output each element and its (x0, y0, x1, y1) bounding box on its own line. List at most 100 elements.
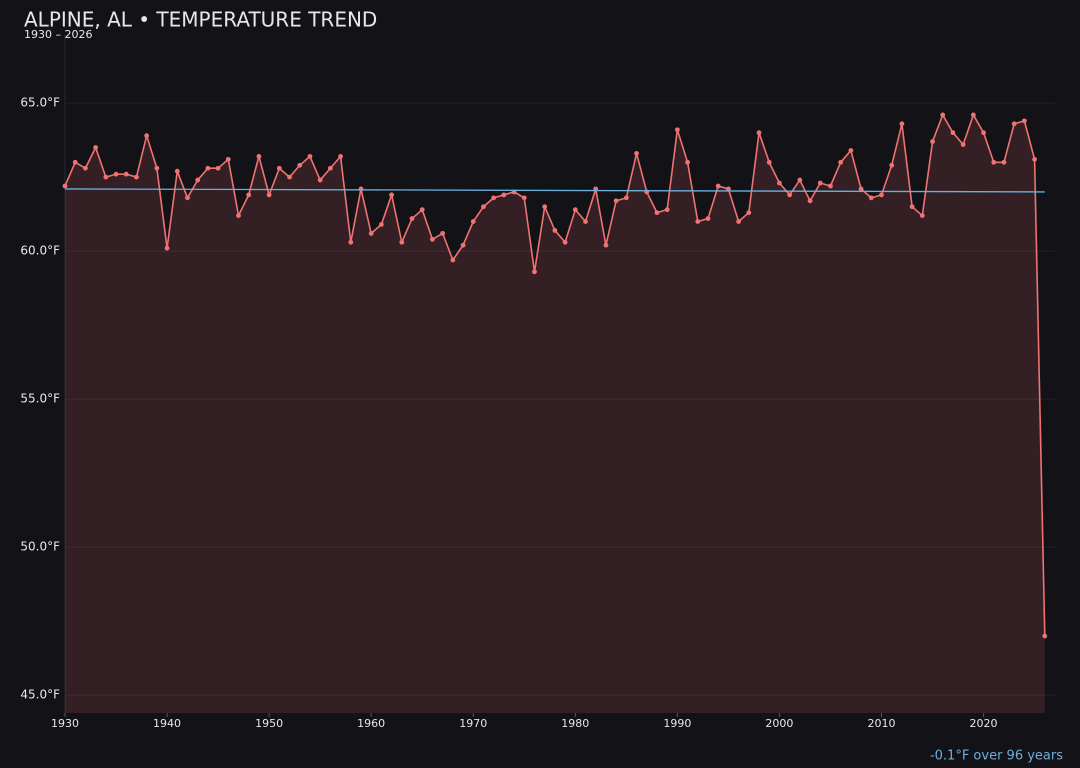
point (174, 168, 180, 174)
x-tick-label: 2020 (970, 717, 998, 730)
point (195, 177, 201, 183)
point (256, 153, 262, 159)
point (848, 148, 854, 153)
point (93, 145, 99, 150)
point (246, 192, 252, 198)
point (664, 207, 670, 213)
point (777, 180, 782, 186)
point (276, 165, 282, 171)
point (715, 183, 721, 189)
point (287, 174, 292, 180)
point (378, 222, 384, 227)
point (481, 204, 486, 210)
point (583, 219, 588, 224)
point (603, 242, 609, 248)
point (542, 204, 548, 210)
point (797, 177, 803, 183)
point (399, 239, 405, 245)
x-tick-label: 1950 (255, 717, 283, 730)
point (491, 195, 497, 201)
x-tick-label: 1970 (459, 717, 487, 730)
point (521, 195, 527, 201)
point (613, 198, 619, 204)
x-tick-label: 1980 (561, 717, 589, 730)
y-tick-label: 50.0°F (20, 540, 60, 554)
point (756, 130, 762, 136)
point (940, 112, 946, 118)
y-tick-label: 65.0°F (20, 96, 60, 110)
point (950, 130, 956, 136)
point (389, 192, 394, 198)
point (430, 236, 435, 242)
point (562, 239, 568, 245)
point (307, 153, 313, 159)
point (623, 195, 629, 201)
point (1032, 156, 1037, 162)
point (787, 192, 793, 198)
point (766, 159, 772, 165)
point (991, 159, 997, 165)
point (909, 204, 915, 210)
point (317, 177, 323, 183)
point (62, 183, 68, 189)
y-tick-label: 45.0°F (20, 688, 60, 702)
point (552, 228, 558, 233)
annotation: -0.1°F over 96 years (930, 749, 1063, 764)
point (83, 165, 88, 171)
point (266, 192, 272, 198)
point (828, 183, 833, 189)
point (695, 219, 701, 224)
point (144, 133, 150, 139)
point (572, 207, 578, 213)
point (348, 239, 354, 245)
chart-subtitle: 1930 – 2026 (24, 28, 92, 41)
point (685, 159, 690, 165)
x-tick-label: 2010 (867, 717, 895, 730)
point (440, 230, 446, 236)
point (450, 257, 456, 263)
point (960, 142, 966, 147)
point (919, 213, 925, 219)
point (103, 174, 109, 180)
point (409, 216, 415, 221)
point (501, 192, 507, 198)
point (368, 230, 374, 236)
point (1042, 633, 1048, 639)
point (726, 186, 731, 192)
point (154, 165, 160, 171)
point (889, 162, 895, 168)
x-tick-label: 1960 (357, 717, 385, 730)
x-tick-label: 1940 (153, 717, 181, 730)
point (705, 216, 711, 221)
point (358, 186, 364, 192)
point (930, 139, 935, 144)
point (1001, 159, 1007, 165)
point (879, 192, 884, 198)
point (123, 171, 129, 177)
point (460, 242, 466, 248)
point (838, 159, 844, 165)
point (419, 207, 425, 213)
point (225, 156, 231, 162)
point (1011, 121, 1017, 127)
point (470, 219, 476, 224)
trend-line (64, 188, 1045, 193)
point (205, 165, 211, 171)
point (654, 210, 660, 216)
point (297, 162, 303, 168)
point (858, 186, 864, 192)
point (817, 180, 823, 186)
point (899, 121, 905, 127)
point (634, 151, 639, 156)
point (736, 219, 742, 224)
x-tick-label: 2000 (765, 717, 793, 730)
y-tick-label: 60.0°F (20, 244, 60, 258)
point (185, 195, 190, 201)
point (236, 213, 241, 219)
point (532, 269, 537, 275)
point (1021, 118, 1027, 124)
area (65, 114, 1045, 714)
chart-title: ALPINE, AL • TEMPERATURE TREND (24, 8, 377, 32)
